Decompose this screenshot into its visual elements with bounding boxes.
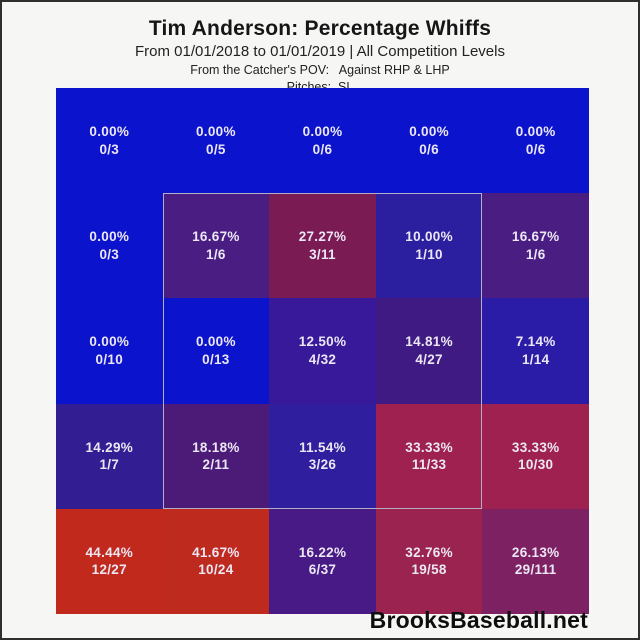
cell-percent: 10.00%	[405, 229, 453, 245]
cell-fraction: 3/26	[308, 457, 337, 473]
heatmap-cell-r4c4: 33.33% 11/33	[375, 403, 483, 509]
cell-fraction: 0/6	[419, 141, 439, 157]
heatmap-cell-r5c3: 16.22% 6/37	[269, 508, 376, 614]
cell-percent: 16.67%	[192, 229, 240, 245]
cell-percent: 27.27%	[298, 229, 347, 245]
heatmap-cell-r4c3: 11.54% 3/26	[269, 403, 376, 509]
cell-fraction: 11/33	[411, 457, 447, 473]
cell-percent: 14.81%	[405, 334, 453, 350]
cell-fraction: 4/27	[415, 351, 443, 367]
heatmap-cell-r5c2: 41.67% 10/24	[162, 508, 270, 614]
heatmap-cell-r1c5: 0.00% 0/6	[482, 88, 589, 194]
heatmap-cell-r3c2: 0.00% 0/13	[162, 298, 270, 404]
cell-fraction: 2/11	[202, 457, 230, 473]
cell-fraction: 4/32	[308, 351, 337, 367]
heatmap-cell-r3c4: 14.81% 4/27	[375, 298, 483, 404]
heatmap-cell-r4c5: 33.33% 10/30	[482, 403, 589, 509]
cell-fraction: 10/24	[198, 562, 234, 578]
cell-fraction: 0/10	[95, 351, 124, 367]
heatmap-cell-r2c5: 16.67% 1/6	[482, 193, 589, 299]
cell-percent: 7.14%	[515, 334, 556, 350]
cell-percent: 33.33%	[405, 439, 453, 455]
heatmap-cell-r2c3: 27.27% 3/11	[269, 193, 376, 299]
cell-percent: 26.13%	[511, 544, 560, 560]
chart-subtitle: From 01/01/2018 to 01/01/2019 | All Comp…	[135, 43, 505, 60]
cell-percent: 0.00%	[89, 334, 130, 350]
cell-percent: 0.00%	[196, 124, 236, 140]
heatmap-cell-r2c2: 16.67% 1/6	[162, 193, 270, 299]
cell-fraction: 10/30	[518, 457, 554, 473]
heatmap-cell-r1c2: 0.00% 0/5	[162, 88, 270, 194]
heatmap-cell-r3c1: 0.00% 0/10	[56, 298, 163, 404]
heatmap-cell-r5c5: 26.13% 29/111	[482, 508, 589, 614]
cell-percent: 12.50%	[298, 334, 347, 350]
cell-fraction: 19/58	[411, 562, 447, 578]
heatmap-cell-r3c3: 12.50% 4/32	[269, 298, 376, 404]
cell-fraction: 12/27	[91, 562, 127, 578]
cell-fraction: 1/14	[521, 351, 550, 367]
cell-fraction: 0/6	[312, 141, 333, 157]
heatmap-grid: 0.00% 0/3 0.00% 0/5 0.00% 0/6 0.00% 0/6 0.00% 0/6…	[56, 88, 589, 614]
cell-fraction: 0/6	[525, 141, 546, 157]
cell-percent: 16.67%	[511, 229, 560, 245]
brand-wordmark: BrooksBaseball.net	[369, 607, 588, 633]
cell-percent: 0.00%	[196, 334, 236, 350]
cell-fraction: 29/111	[514, 562, 557, 578]
heatmap-cell-r1c4: 0.00% 0/6	[375, 88, 483, 194]
cell-fraction: 0/13	[202, 351, 230, 367]
cell-fraction: 1/6	[525, 246, 546, 262]
heatmap-cell-r4c2: 18.18% 2/11	[162, 403, 270, 509]
cell-percent: 33.33%	[511, 439, 560, 455]
cell-percent: 0.00%	[302, 124, 343, 140]
chart-pov-line: From the Catcher's POV: Against RHP & LH…	[190, 63, 450, 77]
cell-percent: 0.00%	[89, 124, 130, 140]
heatmap-cell-r2c1: 0.00% 0/3	[56, 193, 163, 299]
heatmap-cell-r5c1: 44.44% 12/27	[56, 508, 163, 614]
chart-title: Tim Anderson: Percentage Whiffs	[148, 17, 492, 40]
heatmap-cell-r3c5: 7.14% 1/14	[482, 298, 589, 404]
heatmap-cell-r5c4: 32.76% 19/58	[375, 508, 483, 614]
cell-percent: 41.67%	[192, 544, 240, 560]
cell-percent: 32.76%	[405, 544, 453, 560]
chart-header: Tim Anderson: Percentage Whiffs From 01/…	[2, 2, 638, 94]
cell-fraction: 1/10	[415, 246, 443, 262]
cell-percent: 16.22%	[298, 544, 347, 560]
cell-fraction: 0/5	[206, 141, 226, 157]
cell-percent: 11.54%	[299, 439, 346, 455]
cell-percent: 0.00%	[515, 124, 556, 140]
cell-fraction: 0/3	[99, 246, 120, 262]
cell-fraction: 3/11	[309, 246, 336, 262]
cell-percent: 0.00%	[89, 229, 130, 245]
heatmap-cell-r1c1: 0.00% 0/3	[56, 88, 163, 194]
heatmap-cell-r4c1: 14.29% 1/7	[56, 403, 163, 509]
cell-percent: 44.44%	[85, 544, 134, 560]
cell-fraction: 6/37	[308, 562, 337, 578]
cell-percent: 14.29%	[85, 439, 134, 455]
heatmap-cell-r1c3: 0.00% 0/6	[269, 88, 376, 194]
cell-percent: 0.00%	[409, 124, 449, 140]
cell-fraction: 1/7	[99, 457, 120, 473]
cell-fraction: 1/6	[206, 246, 226, 262]
cell-fraction: 0/3	[99, 141, 120, 157]
heatmap-cell-r2c4: 10.00% 1/10	[375, 193, 483, 299]
cell-percent: 18.18%	[192, 439, 240, 455]
